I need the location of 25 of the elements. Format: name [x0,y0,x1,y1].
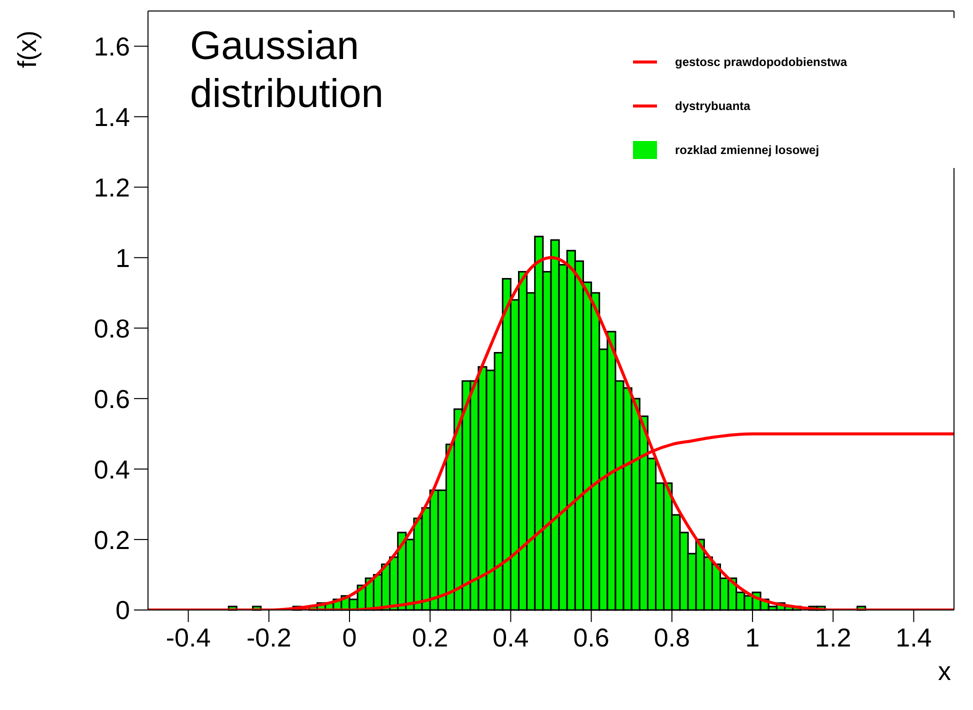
y-tick-label: 1.6 [94,31,130,62]
x-tick-label: 0 [342,622,357,652]
y-tick-label: 1.2 [94,172,130,202]
x-tick-label: -0.4 [166,622,211,652]
y-tick-label: 0.2 [94,524,130,555]
x-tick-label: 1.4 [896,622,932,652]
y-tick-label: 0.8 [94,313,130,344]
y-tick-label: 0.6 [94,384,130,414]
x-tick-label: 0.2 [412,622,448,652]
y-tick-label: 0 [116,595,130,626]
text: Gaussian distribution [190,23,384,118]
x-tick-label: 0.6 [573,622,610,652]
y-tick-label: 1.4 [94,102,130,132]
legend-label: gestosc prawdopodobienstwa [675,55,848,69]
legend-label: dystrybuanta [675,99,750,113]
legend-label: rozklad zmiennej losowej [675,143,820,157]
y-tick-label: 0.4 [94,454,130,484]
x-tick-label: 0.8 [654,622,690,652]
x-tick-label: -0.2 [246,622,292,652]
x-tick-label: 1 [745,622,760,652]
x-tick-label: 1.2 [815,622,852,652]
y-tick-label: 1 [116,242,130,273]
x-axis-title: x [938,656,951,687]
x-tick-label: 0.4 [492,622,529,652]
y-axis-title: f(x) [12,30,43,68]
